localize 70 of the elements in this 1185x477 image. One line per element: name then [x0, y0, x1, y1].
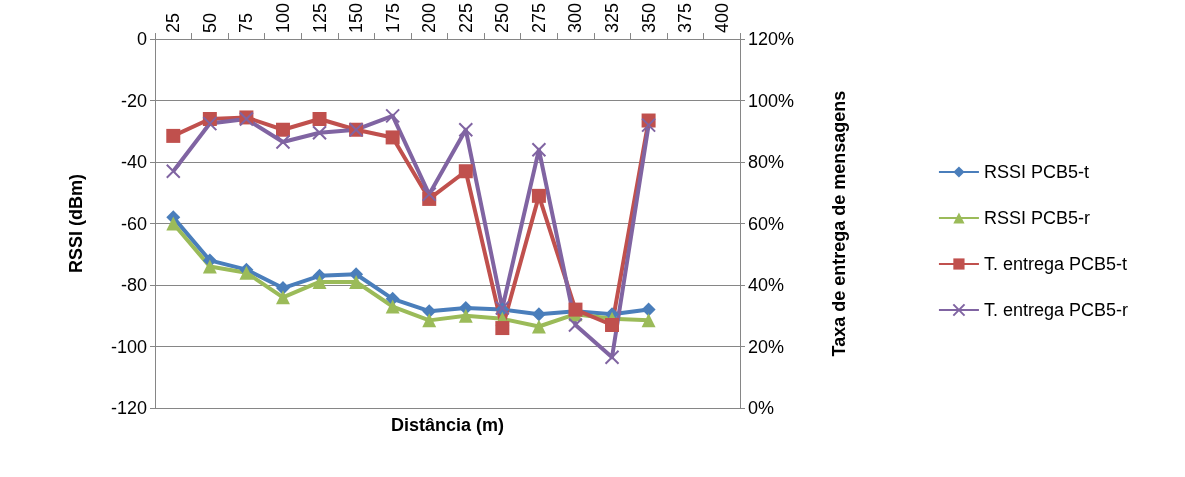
- x-tick-label: 225: [455, 2, 476, 34]
- x-axis-title: Distância (m): [390, 415, 505, 436]
- y-tick-label: 0: [136, 29, 147, 50]
- point: [421, 186, 437, 202]
- point: [422, 313, 437, 328]
- point: [202, 259, 217, 274]
- point: [166, 128, 181, 143]
- point: [605, 317, 620, 332]
- point: [531, 319, 546, 334]
- point: [641, 117, 657, 133]
- point: [531, 307, 546, 322]
- x-tick-label: 350: [638, 2, 659, 34]
- x-tick-label: 275: [528, 2, 549, 34]
- x-tick-label: 200: [419, 2, 440, 34]
- point: [458, 122, 474, 138]
- y-tick-label: -60: [120, 213, 147, 234]
- point: [531, 188, 546, 203]
- point: [275, 290, 290, 305]
- legend-label: T. entrega PCB5-r: [983, 300, 1129, 320]
- point: [275, 122, 290, 137]
- point: [458, 308, 473, 323]
- y2-tick-label: 40%: [748, 275, 785, 296]
- y-tick-label: -20: [120, 90, 147, 111]
- legend-label: T. entrega PCB5-t: [983, 254, 1128, 274]
- y2-tick-label: 80%: [748, 152, 785, 173]
- point: [202, 116, 218, 132]
- x-tick-label: 75: [236, 13, 257, 34]
- point: [312, 111, 327, 126]
- y-tick-label: -80: [120, 275, 147, 296]
- point: [349, 274, 364, 289]
- x-tick-label: 400: [711, 2, 732, 34]
- y2-tick-label: 0%: [748, 398, 775, 418]
- point: [275, 281, 290, 296]
- y2-tick-label: 60%: [748, 213, 785, 234]
- point: [604, 349, 620, 365]
- point: [422, 304, 437, 319]
- point: [385, 108, 401, 124]
- point: [312, 274, 327, 289]
- point: [165, 163, 181, 179]
- x-tick-label: 375: [675, 2, 696, 34]
- x-tick-label: 300: [565, 2, 586, 34]
- x-tick-label: 175: [382, 2, 403, 34]
- y-axis-title: RSSI (dBm): [66, 174, 86, 274]
- point: [275, 134, 291, 150]
- point: [385, 130, 400, 145]
- y-tick-label: -100: [110, 336, 147, 357]
- point: [385, 299, 400, 314]
- legend-label: RSSI PCB5-t: [983, 162, 1089, 182]
- y2-tick-label: 120%: [748, 29, 795, 50]
- point: [531, 142, 547, 158]
- y2-axis-title: Taxa de entrega de mensagens: [829, 90, 849, 357]
- y2-tick-label: 20%: [748, 336, 785, 357]
- point: [641, 302, 656, 317]
- y2-tick-label: 100%: [748, 90, 795, 111]
- x-tick-label: 325: [602, 2, 623, 34]
- x-tick-label: 100: [272, 2, 293, 34]
- point: [312, 125, 328, 141]
- point: [495, 321, 510, 336]
- x-tick-label: 25: [163, 13, 184, 34]
- point: [458, 164, 473, 179]
- x-tick-label: 250: [492, 2, 513, 34]
- x-tick-label: 125: [309, 2, 330, 34]
- point: [567, 317, 583, 333]
- y-tick-label: -120: [110, 398, 147, 418]
- x-tick-label: 50: [199, 13, 220, 34]
- legend-label: RSSI PCB5-r: [983, 208, 1090, 228]
- point: [166, 216, 181, 231]
- y-tick-label: -40: [120, 152, 147, 173]
- x-tick-label: 150: [346, 2, 367, 34]
- point: [641, 313, 656, 328]
